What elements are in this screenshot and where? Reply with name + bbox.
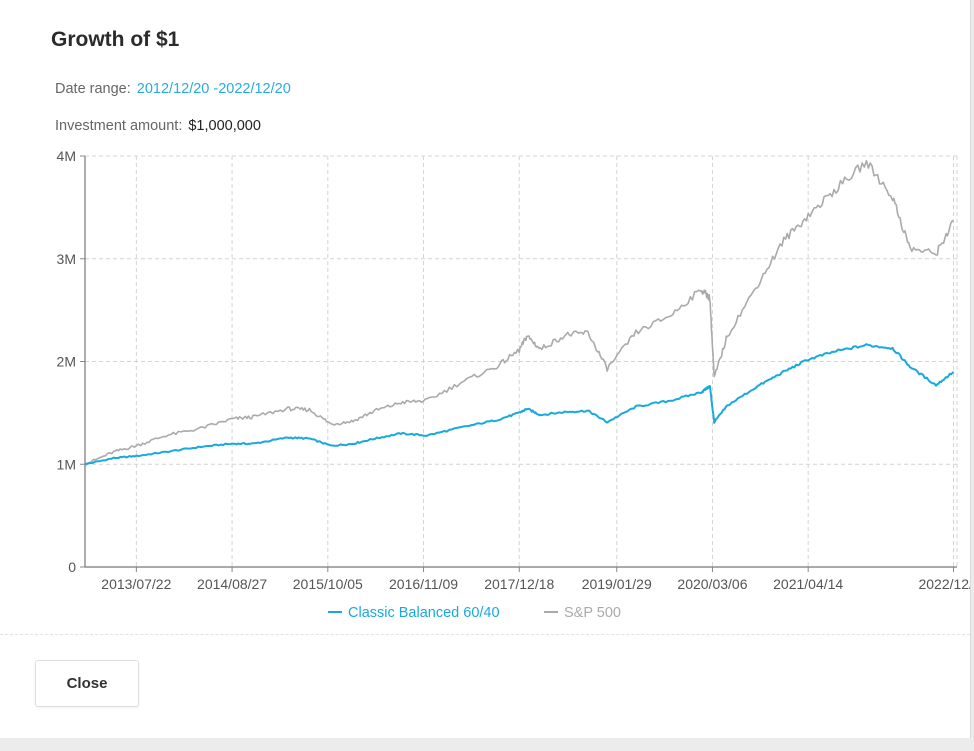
legend-item[interactable]: S&P 500 <box>544 605 621 621</box>
investment-amount-row: Investment amount: $1,000,000 <box>55 118 261 134</box>
growth-dialog: Growth of $1 Date range: 2012/12/20 -2022… <box>0 0 971 738</box>
x-tick-label: 2021/04/14 <box>773 576 843 592</box>
footer-divider <box>0 634 970 635</box>
y-tick-label: 4M <box>57 148 76 164</box>
chart-series <box>84 159 955 467</box>
x-tick-label: 2014/08/27 <box>197 576 267 592</box>
legend-label: Classic Balanced 60/40 <box>348 605 500 621</box>
chart-legend: Classic Balanced 60/40 S&P 500 <box>328 605 621 621</box>
investment-amount-label: Investment amount: <box>55 118 183 134</box>
growth-chart: 0 1M 2M 3M 4M 2013/07/22 2014/08/27 2015/10/05 2… <box>57 148 970 621</box>
legend-item[interactable]: Classic Balanced 60/40 <box>328 605 500 621</box>
x-tick-label: 2016/11/09 <box>389 576 458 592</box>
legend-label: S&P 500 <box>564 605 621 621</box>
date-range-label: Date range: <box>55 81 131 97</box>
series-line-classic-balanced <box>84 343 955 466</box>
x-tick-label: 2015/10/05 <box>293 576 363 592</box>
close-button[interactable]: Close <box>35 660 139 707</box>
x-tick-label: 2017/12/18 <box>484 576 554 592</box>
date-range-row: Date range: 2012/12/20 -2022/12/20 <box>55 81 291 97</box>
dialog-title: Growth of $1 <box>51 28 180 51</box>
y-tick-label: 3M <box>57 251 76 267</box>
y-tick-label: 1M <box>57 456 76 472</box>
investment-amount-value: $1,000,000 <box>188 118 261 134</box>
x-tick-label: 2013/07/22 <box>101 576 171 592</box>
series-line-sp500 <box>84 159 955 467</box>
y-tick-label: 2M <box>57 354 76 370</box>
chart-axes: 0 1M 2M 3M 4M 2013/07/22 2014/08/27 2015/10/05 2… <box>57 148 970 592</box>
x-tick-label: 2019/01/29 <box>582 576 652 592</box>
chart-grid <box>85 155 958 567</box>
y-tick-label: 0 <box>68 559 76 575</box>
date-range-value[interactable]: 2012/12/20 -2022/12/20 <box>136 81 291 97</box>
x-tick-label: 2020/03/06 <box>677 576 747 592</box>
x-tick-label: 2022/12/14 <box>918 576 970 592</box>
